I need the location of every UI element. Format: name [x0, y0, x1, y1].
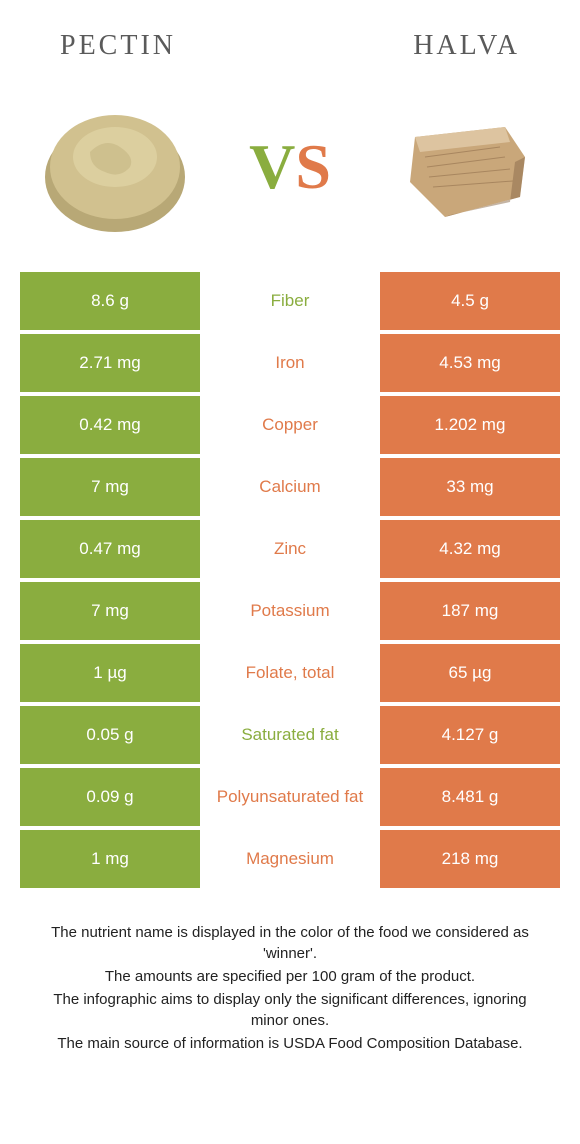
- cell-left-value: 8.6 g: [20, 272, 200, 330]
- images-row: VS: [0, 72, 580, 272]
- cell-left-value: 1 µg: [20, 644, 200, 702]
- cell-right-value: 8.481 g: [380, 768, 560, 826]
- header: Pectin Halva: [0, 0, 580, 72]
- cell-right-value: 65 µg: [380, 644, 560, 702]
- cell-right-value: 4.5 g: [380, 272, 560, 330]
- vs-v: V: [249, 131, 295, 202]
- food-title-right: Halva: [413, 30, 520, 62]
- cell-right-value: 4.127 g: [380, 706, 560, 764]
- cell-left-value: 7 mg: [20, 582, 200, 640]
- cell-right-value: 218 mg: [380, 830, 560, 888]
- food-title-left: Pectin: [60, 30, 176, 62]
- table-row: 1 mgMagnesium218 mg: [20, 830, 560, 888]
- table-row: 7 mgPotassium187 mg: [20, 582, 560, 640]
- cell-left-value: 0.09 g: [20, 768, 200, 826]
- cell-right-value: 187 mg: [380, 582, 560, 640]
- cell-right-value: 1.202 mg: [380, 396, 560, 454]
- footer-line: The infographic aims to display only the…: [40, 989, 540, 1031]
- footer-line: The main source of information is USDA F…: [40, 1033, 540, 1054]
- vs-s: S: [295, 131, 331, 202]
- footer-line: The amounts are specified per 100 gram o…: [40, 966, 540, 987]
- vs-label: VS: [249, 130, 331, 204]
- table-row: 7 mgCalcium33 mg: [20, 458, 560, 516]
- cell-nutrient-label: Polyunsaturated fat: [200, 768, 380, 826]
- cell-nutrient-label: Saturated fat: [200, 706, 380, 764]
- cell-nutrient-label: Magnesium: [200, 830, 380, 888]
- cell-nutrient-label: Potassium: [200, 582, 380, 640]
- table-row: 8.6 gFiber4.5 g: [20, 272, 560, 330]
- cell-left-value: 0.42 mg: [20, 396, 200, 454]
- table-row: 0.09 gPolyunsaturated fat8.481 g: [20, 768, 560, 826]
- table-row: 2.71 mgIron4.53 mg: [20, 334, 560, 392]
- cell-right-value: 4.53 mg: [380, 334, 560, 392]
- cell-left-value: 1 mg: [20, 830, 200, 888]
- cell-right-value: 33 mg: [380, 458, 560, 516]
- cell-nutrient-label: Fiber: [200, 272, 380, 330]
- cell-nutrient-label: Folate, total: [200, 644, 380, 702]
- footer-notes: The nutrient name is displayed in the co…: [0, 892, 580, 1054]
- table-row: 1 µgFolate, total65 µg: [20, 644, 560, 702]
- cell-nutrient-label: Zinc: [200, 520, 380, 578]
- halva-image: [380, 82, 550, 252]
- table-row: 0.47 mgZinc4.32 mg: [20, 520, 560, 578]
- cell-left-value: 2.71 mg: [20, 334, 200, 392]
- table-row: 0.42 mgCopper1.202 mg: [20, 396, 560, 454]
- cell-left-value: 0.47 mg: [20, 520, 200, 578]
- cell-left-value: 7 mg: [20, 458, 200, 516]
- comparison-table: 8.6 gFiber4.5 g2.71 mgIron4.53 mg0.42 mg…: [20, 272, 560, 888]
- table-row: 0.05 gSaturated fat4.127 g: [20, 706, 560, 764]
- cell-nutrient-label: Calcium: [200, 458, 380, 516]
- cell-right-value: 4.32 mg: [380, 520, 560, 578]
- pectin-image: [30, 82, 200, 252]
- cell-nutrient-label: Copper: [200, 396, 380, 454]
- cell-left-value: 0.05 g: [20, 706, 200, 764]
- cell-nutrient-label: Iron: [200, 334, 380, 392]
- footer-line: The nutrient name is displayed in the co…: [40, 922, 540, 964]
